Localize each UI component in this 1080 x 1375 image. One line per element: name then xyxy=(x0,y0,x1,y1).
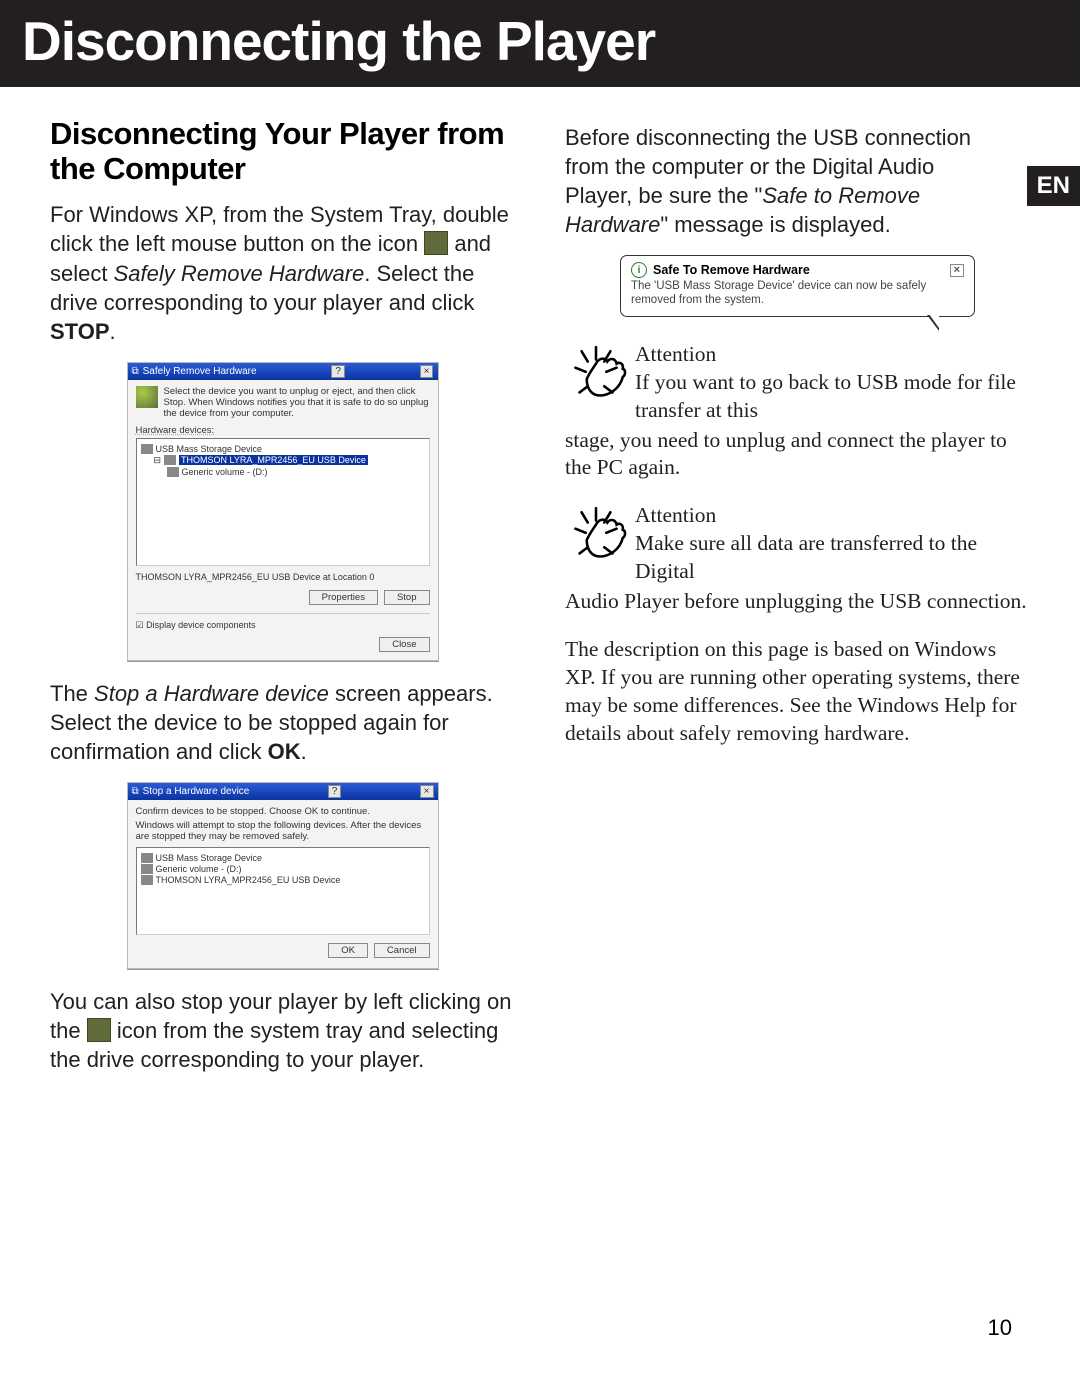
page-header: Disconnecting the Player xyxy=(0,0,1080,87)
safe-remove-balloon: i Safe To Remove Hardware × The 'USB Mas… xyxy=(620,255,975,317)
dialog-device-tree[interactable]: USB Mass Storage Device Generic volume -… xyxy=(136,847,430,935)
balloon-body-text: The 'USB Mass Storage Device' device can… xyxy=(631,280,964,308)
page-number: 10 xyxy=(988,1315,1012,1341)
tree-row[interactable]: ⊟THOMSON LYRA_MPR2456_EU USB Device xyxy=(141,455,425,466)
tree-row-text: USB Mass Storage Device xyxy=(156,853,263,863)
manual-page: Disconnecting the Player EN Disconnectin… xyxy=(0,0,1080,1375)
section-title: Disconnecting Your Player from the Compu… xyxy=(50,117,515,186)
note-intro: Attention Make sure all data are transfe… xyxy=(635,502,1030,586)
balloon-title-text: Safe To Remove Hardware xyxy=(653,263,810,277)
tree-row[interactable]: Generic volume - (D:) xyxy=(141,864,425,874)
dialog-button-row: OK Cancel xyxy=(136,941,430,960)
note-body-start: Make sure all data are transferred to th… xyxy=(635,531,977,583)
p2-bold-1: OK xyxy=(268,739,301,764)
dialog-title-text: Stop a Hardware device xyxy=(143,786,250,797)
balloon-close-button[interactable]: × xyxy=(950,264,964,277)
p1-text-d: . xyxy=(110,319,116,344)
p2-italic-1: Stop a Hardware device xyxy=(94,681,329,706)
tree-row[interactable]: USB Mass Storage Device xyxy=(141,853,425,863)
display-components-checkbox[interactable]: ☑ Display device components xyxy=(136,620,430,631)
tree-row-text: THOMSON LYRA_MPR2456_EU USB Device xyxy=(156,875,341,885)
dialog-titlebar: ⧉ Stop a Hardware device ? × xyxy=(128,783,438,800)
ok-button[interactable]: OK xyxy=(328,943,368,958)
drive-icon xyxy=(141,875,153,885)
p1-italic-1: Safely Remove Hardware xyxy=(114,261,365,286)
usb-icon xyxy=(141,853,153,863)
dialog-titlebar: ⧉ Safely Remove Hardware ? × xyxy=(128,363,438,380)
p1-bold-1: STOP xyxy=(50,319,110,344)
tree-row-text: Generic volume - (D:) xyxy=(182,467,268,477)
balloon-box: i Safe To Remove Hardware × The 'USB Mas… xyxy=(620,255,975,317)
language-tab: EN xyxy=(1027,166,1080,206)
tree-row[interactable]: Generic volume - (D:) xyxy=(141,467,425,477)
note-body-rest: stage, you need to unplug and connect th… xyxy=(565,428,1007,480)
volume-icon xyxy=(167,467,179,477)
dialog-close-button[interactable]: × xyxy=(420,785,434,798)
left-column: Disconnecting Your Player from the Compu… xyxy=(50,117,521,1090)
dialog-button-row: Close xyxy=(136,635,430,654)
balloon-title-row: i Safe To Remove Hardware × xyxy=(631,262,964,278)
dialog-info-row: Select the device you want to unplug or … xyxy=(136,386,430,419)
rp1-text-b: " message is displayed. xyxy=(660,212,890,237)
note-header: Attention If you want to go back to USB … xyxy=(565,341,1030,425)
p2-text-a: The xyxy=(50,681,94,706)
dialog-body: Select the device you want to unplug or … xyxy=(128,380,438,660)
dialog-help-button[interactable]: ? xyxy=(331,365,345,378)
dialog-body: Confirm devices to be stopped. Choose OK… xyxy=(128,800,438,968)
properties-button[interactable]: Properties xyxy=(309,590,378,605)
balloon-info-icon: i xyxy=(631,262,647,278)
paragraph-2: The Stop a Hardware device screen appear… xyxy=(50,679,515,766)
p2-text-c: . xyxy=(301,739,307,764)
tree-row[interactable]: USB Mass Storage Device xyxy=(141,444,425,454)
dialog-info-icon xyxy=(136,386,158,408)
note-title: Attention xyxy=(635,502,1030,530)
dialog-help-button[interactable]: ? xyxy=(328,785,342,798)
dialog-title-icon: ⧉ xyxy=(132,786,139,797)
attention-note-2: Attention Make sure all data are transfe… xyxy=(565,502,1030,616)
usb-icon xyxy=(141,444,153,454)
drive-icon xyxy=(164,455,176,465)
balloon-tail xyxy=(927,315,939,331)
right-column: Before disconnecting the USB connection … xyxy=(559,117,1030,1090)
checkbox-label: Display device components xyxy=(146,620,256,630)
content-columns: Disconnecting Your Player from the Compu… xyxy=(0,87,1080,1090)
tree-row-selected: THOMSON LYRA_MPR2456_EU USB Device xyxy=(179,455,368,465)
tree-row[interactable]: THOMSON LYRA_MPR2456_EU USB Device xyxy=(141,875,425,885)
systray-icon xyxy=(87,1018,111,1042)
attention-hand-icon xyxy=(565,502,627,574)
stop-hardware-dialog: ⧉ Stop a Hardware device ? × Confirm dev… xyxy=(127,782,439,969)
dialog-title-text: Safely Remove Hardware xyxy=(143,366,257,377)
page-title: Disconnecting the Player xyxy=(22,14,1058,69)
dialog-device-tree[interactable]: USB Mass Storage Device ⊟THOMSON LYRA_MP… xyxy=(136,438,430,566)
dialog-title-icon: ⧉ xyxy=(132,366,139,377)
tree-row-text: Generic volume - (D:) xyxy=(156,864,242,874)
tree-row-text: USB Mass Storage Device xyxy=(156,444,263,454)
paragraph-3: You can also stop your player by left cl… xyxy=(50,987,515,1074)
systray-icon xyxy=(424,231,448,255)
os-disclaimer: The description on this page is based on… xyxy=(565,636,1030,748)
paragraph-1: For Windows XP, from the System Tray, do… xyxy=(50,200,515,345)
close-button[interactable]: Close xyxy=(379,637,429,652)
dialog-devices-label: Hardware devices: xyxy=(136,425,430,436)
dialog-line-2: Windows will attempt to stop the followi… xyxy=(136,820,430,842)
note-intro: Attention If you want to go back to USB … xyxy=(635,341,1030,425)
dialog-close-button[interactable]: × xyxy=(420,365,434,378)
volume-icon xyxy=(141,864,153,874)
note-body-rest: Audio Player before unplugging the USB c… xyxy=(565,589,1027,613)
note-title: Attention xyxy=(635,341,1030,369)
note-header: Attention Make sure all data are transfe… xyxy=(565,502,1030,586)
dialog-line-1: Confirm devices to be stopped. Choose OK… xyxy=(136,806,430,817)
safely-remove-dialog: ⧉ Safely Remove Hardware ? × Select the … xyxy=(127,362,439,661)
p3-text-b: icon from the system tray and selecting … xyxy=(50,1018,498,1072)
dialog-location-text: THOMSON LYRA_MPR2456_EU USB Device at Lo… xyxy=(136,572,430,582)
note-body-start: If you want to go back to USB mode for f… xyxy=(635,370,1016,422)
attention-note-1: Attention If you want to go back to USB … xyxy=(565,341,1030,483)
stop-button[interactable]: Stop xyxy=(384,590,430,605)
cancel-button[interactable]: Cancel xyxy=(374,943,430,958)
dialog-info-text: Select the device you want to unplug or … xyxy=(164,386,430,419)
right-paragraph-1: Before disconnecting the USB connection … xyxy=(565,123,1030,239)
attention-hand-icon xyxy=(565,341,627,413)
dialog-divider xyxy=(136,613,430,614)
dialog-button-row: Properties Stop xyxy=(136,588,430,607)
